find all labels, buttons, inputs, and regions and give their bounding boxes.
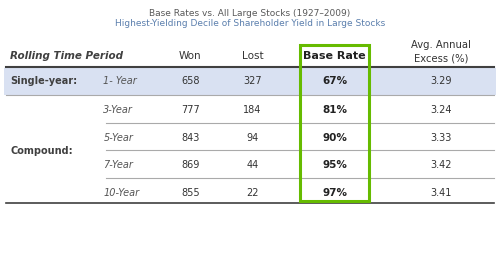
Text: Rolling Time Period: Rolling Time Period xyxy=(10,50,124,60)
Text: 1- Year: 1- Year xyxy=(104,75,137,86)
Text: 3.41: 3.41 xyxy=(430,187,452,197)
Text: 843: 843 xyxy=(181,132,200,142)
Text: 3.29: 3.29 xyxy=(430,75,452,86)
Bar xyxy=(4,69,496,96)
Text: 95%: 95% xyxy=(322,160,347,170)
Text: 3.24: 3.24 xyxy=(430,104,452,114)
Text: 10-Year: 10-Year xyxy=(104,187,140,197)
Text: 855: 855 xyxy=(181,187,200,197)
Text: Base Rates vs. All Large Stocks (1927–2009): Base Rates vs. All Large Stocks (1927–20… xyxy=(150,9,350,18)
Text: 90%: 90% xyxy=(322,132,347,142)
Text: 869: 869 xyxy=(181,160,200,170)
Text: Lost: Lost xyxy=(242,50,264,60)
Text: 7-Year: 7-Year xyxy=(104,160,133,170)
Text: 97%: 97% xyxy=(322,187,347,197)
Text: 44: 44 xyxy=(246,160,258,170)
Text: 658: 658 xyxy=(181,75,200,86)
Text: 184: 184 xyxy=(244,104,262,114)
Text: 5-Year: 5-Year xyxy=(104,132,133,142)
Text: Single-year:: Single-year: xyxy=(10,75,78,86)
Text: 327: 327 xyxy=(243,75,262,86)
Text: 22: 22 xyxy=(246,187,258,197)
Text: Highest-Yielding Decile of Shareholder Yield in Large Stocks: Highest-Yielding Decile of Shareholder Y… xyxy=(115,19,385,28)
Text: 81%: 81% xyxy=(322,104,347,114)
Text: 3.33: 3.33 xyxy=(430,132,452,142)
Text: 3-Year: 3-Year xyxy=(104,104,133,114)
Text: Won: Won xyxy=(179,50,202,60)
Text: 3.42: 3.42 xyxy=(430,160,452,170)
Text: 94: 94 xyxy=(246,132,258,142)
Text: Compound:: Compound: xyxy=(10,146,73,156)
Text: Base Rate: Base Rate xyxy=(303,50,366,60)
Text: 67%: 67% xyxy=(322,75,347,86)
Text: Avg. Annual
Excess (%): Avg. Annual Excess (%) xyxy=(412,40,472,63)
Text: 777: 777 xyxy=(181,104,200,114)
